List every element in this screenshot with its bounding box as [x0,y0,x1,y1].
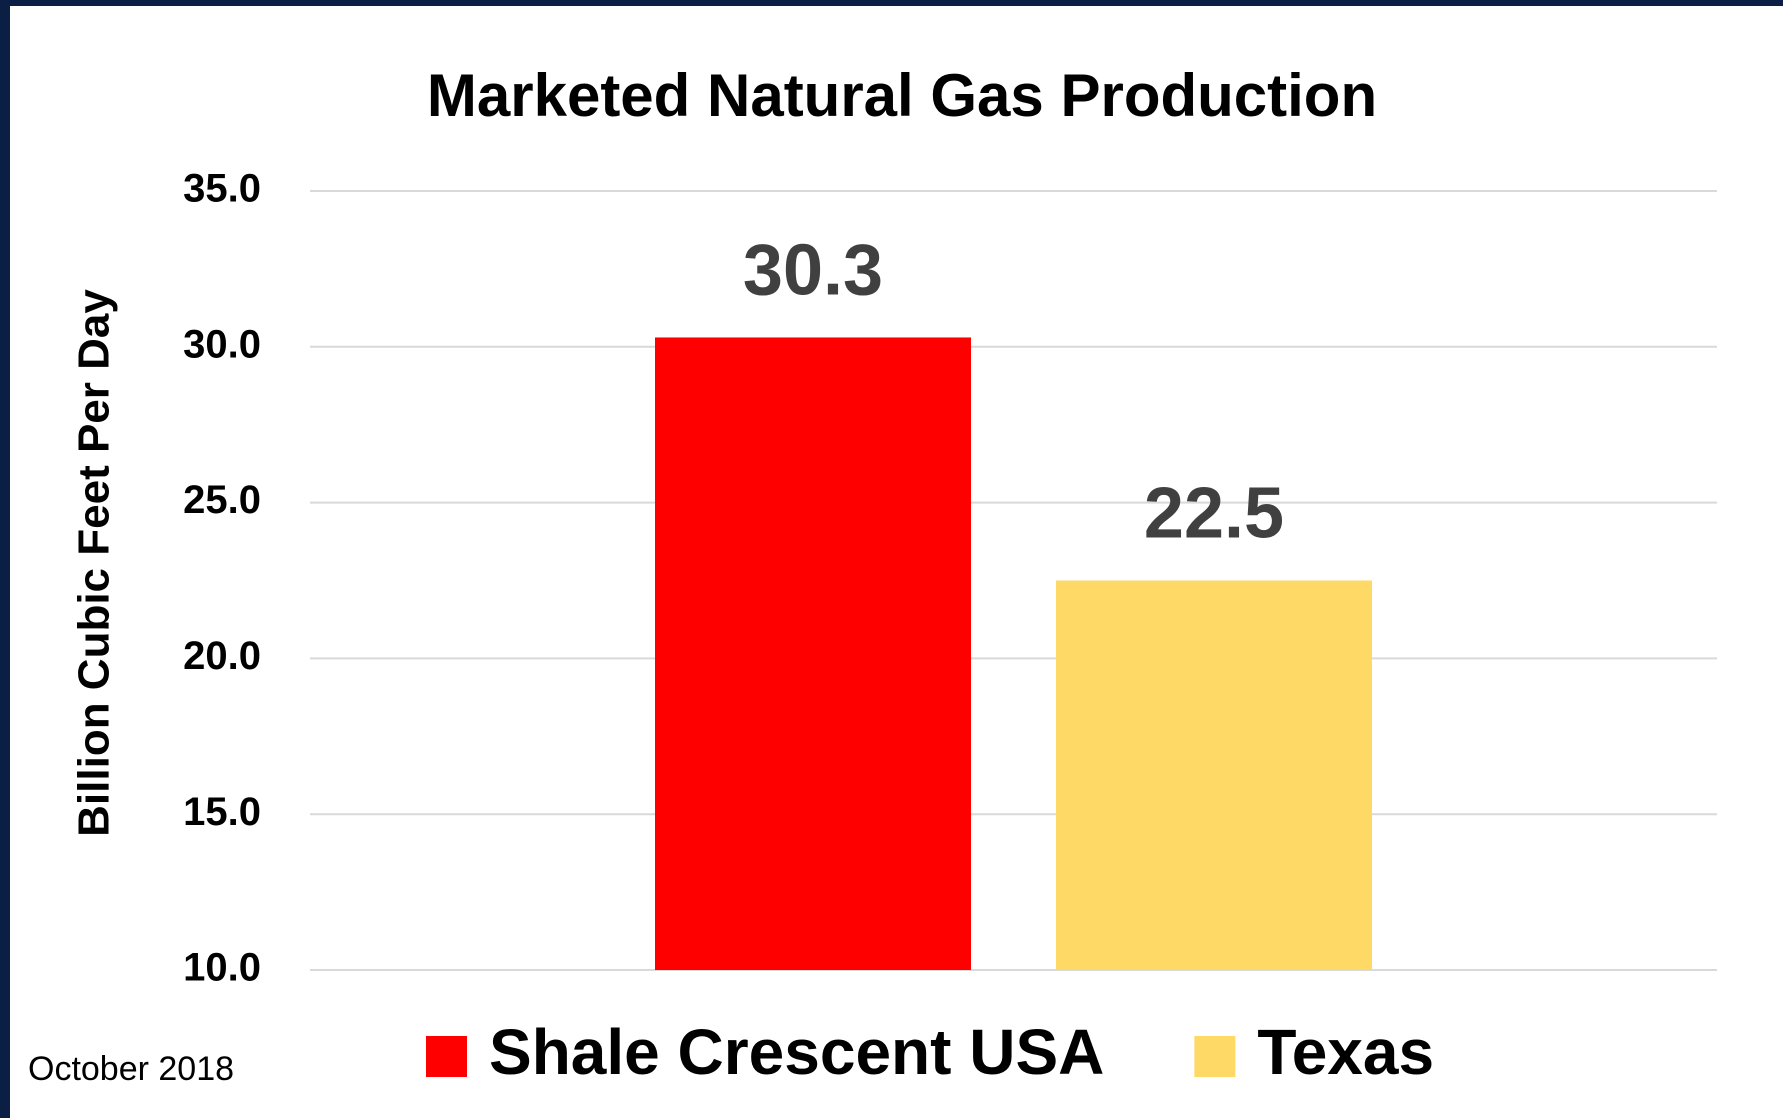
legend-label: Texas [1257,1016,1434,1088]
y-tick-label: 15.0 [183,790,261,834]
bar [655,337,971,970]
y-tick-label: 25.0 [183,478,261,522]
y-tick-label: 20.0 [183,634,261,678]
bar [1056,580,1372,970]
data-label: 30.3 [743,230,883,310]
y-tick-label: 30.0 [183,322,261,366]
y-tick-label: 35.0 [183,167,261,211]
y-axis-label: Billion Cubic Feet Per Day [70,289,119,837]
chart-title: Marketed Natural Gas Production [427,62,1377,129]
legend-label: Shale Crescent USA [489,1016,1104,1088]
legend-swatch [1194,1036,1236,1077]
legend-swatch [426,1036,467,1077]
data-label: 22.5 [1144,474,1284,554]
y-tick-label: 10.0 [183,946,261,990]
annotation: October 2018 [28,1050,234,1088]
